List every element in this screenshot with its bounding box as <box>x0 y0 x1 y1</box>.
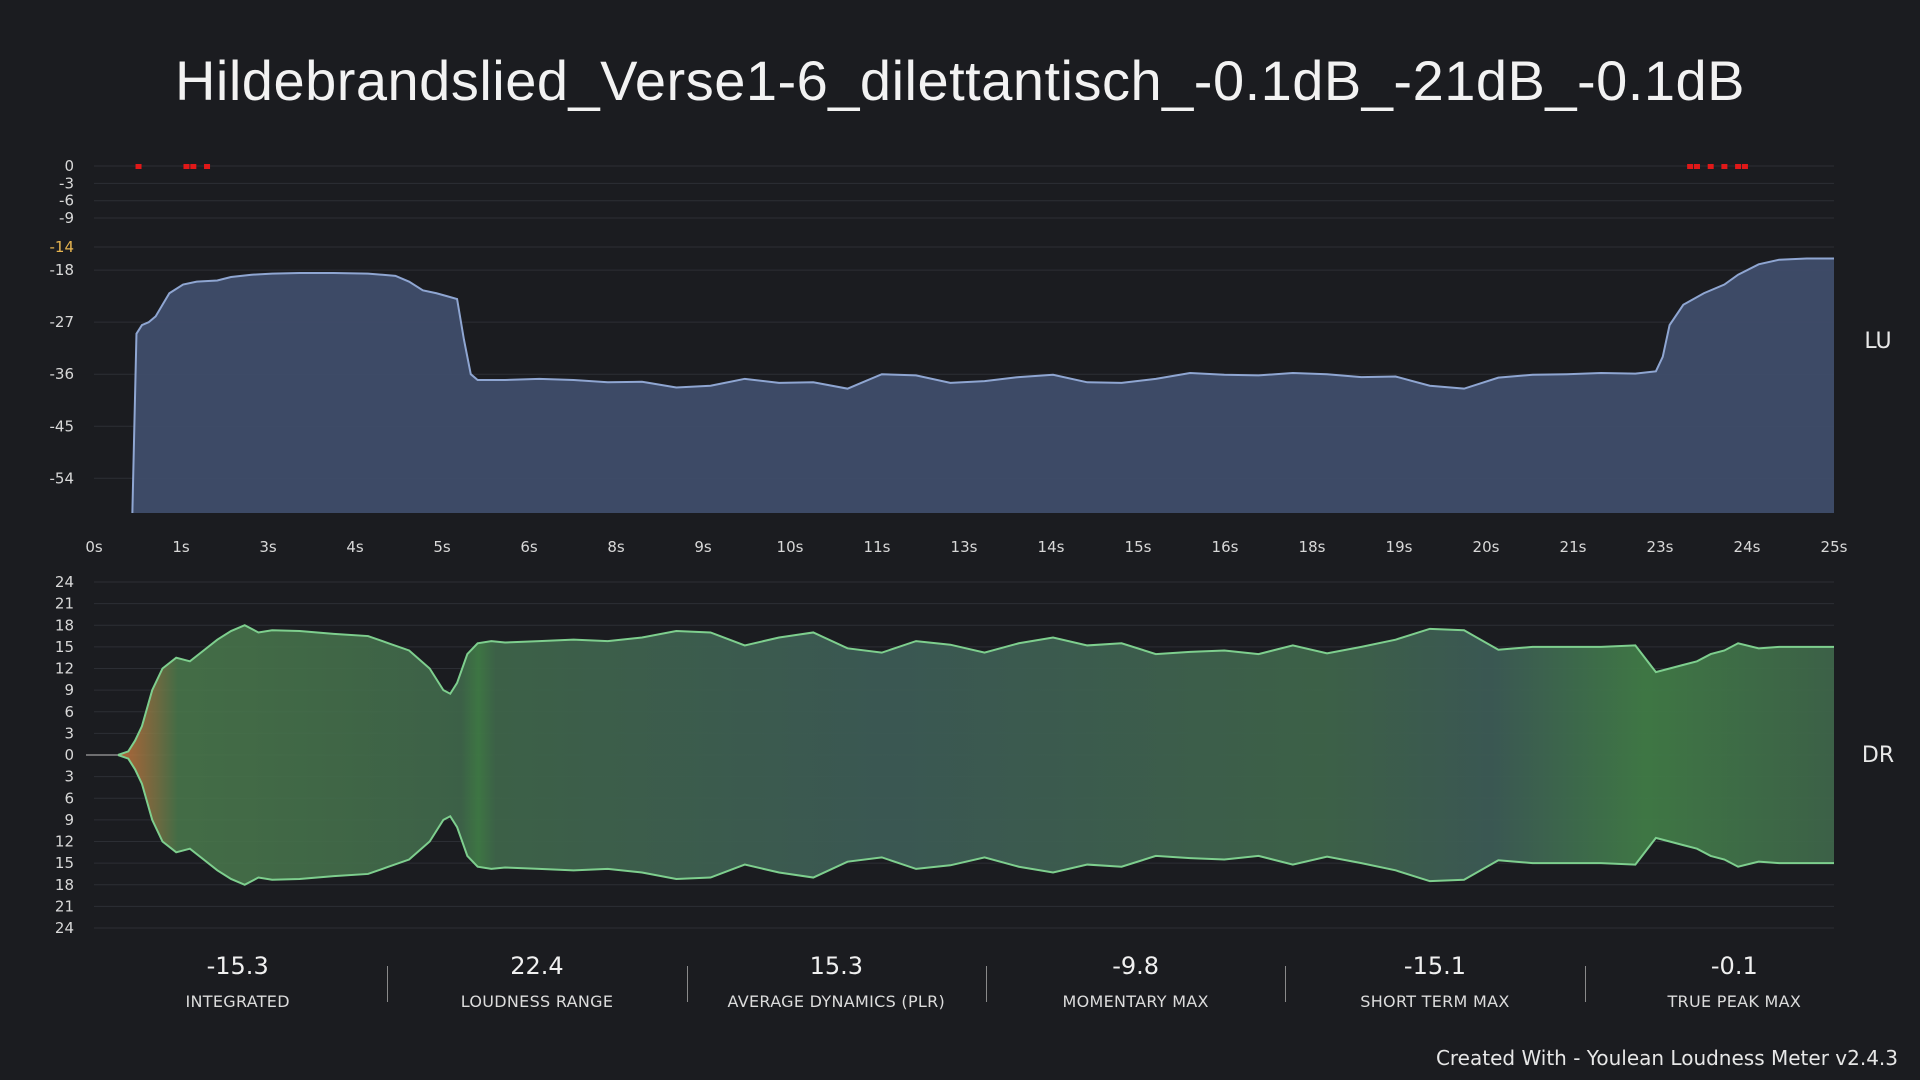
stat-value: 22.4 <box>510 952 564 980</box>
x-tick-label: 20s <box>1473 538 1500 556</box>
y-tick-label: 0 <box>64 746 74 764</box>
dr-upper-line <box>117 624 1834 756</box>
time-axis-ticks: 0s 1s 3s 4s 5s 6s 8s 9s 10s 11s 13s 14s 15s 16s 18s 19s… <box>85 538 1847 556</box>
y-tick-label: -36 <box>50 365 75 383</box>
stat-value: -0.1 <box>1710 952 1758 980</box>
true-peak-marker <box>1741 164 1748 169</box>
stat-label: AVERAGE DYNAMICS (PLR) <box>727 992 946 1011</box>
stat-label: MOMENTARY MAX <box>1062 992 1209 1011</box>
x-tick-label: 16s <box>1212 538 1239 556</box>
y-tick-label: 12 <box>55 833 74 851</box>
y-tick-label: 6 <box>64 703 74 721</box>
true-peak-marker <box>1721 164 1728 169</box>
true-peak-marker <box>1707 164 1714 169</box>
true-peak-marker <box>190 164 197 169</box>
loudness-area <box>131 257 1835 514</box>
y-tick-label: 3 <box>64 768 74 786</box>
stat-average-dynamics-plr: 15.3 AVERAGE DYNAMICS (PLR) <box>686 952 986 1022</box>
dr-lower-line <box>117 754 1834 886</box>
y-tick-label: -3 <box>59 174 74 192</box>
stat-integrated: -15.3 INTEGRATED <box>88 952 387 1022</box>
x-tick-label: 19s <box>1386 538 1413 556</box>
y-tick-label: -14 <box>50 238 75 256</box>
y-tick-label: 24 <box>55 919 74 937</box>
dr-area <box>86 624 1835 886</box>
stat-value: -9.8 <box>1112 952 1160 980</box>
x-tick-label: 4s <box>346 538 364 556</box>
y-tick-label: 18 <box>55 876 74 894</box>
loudness-area-fill <box>132 258 1835 513</box>
footer-credit: Created With - Youlean Loudness Meter v2… <box>1435 1046 1898 1070</box>
loudness-line <box>131 257 1834 514</box>
x-tick-label: 8s <box>607 538 625 556</box>
x-tick-label: 13s <box>951 538 978 556</box>
stat-loudness-range: 22.4 LOUDNESS RANGE <box>387 952 686 1022</box>
stat-value: -15.3 <box>206 952 269 980</box>
x-tick-label: 11s <box>864 538 891 556</box>
y-tick-label: 18 <box>55 616 74 634</box>
true-peak-marker <box>204 164 211 169</box>
y-tick-label: 15 <box>55 638 74 656</box>
y-tick-label: 0 <box>64 157 74 175</box>
x-tick-label: 24s <box>1734 538 1761 556</box>
x-tick-label: 14s <box>1038 538 1065 556</box>
y-tick-label: 6 <box>64 789 74 807</box>
x-tick-label: 23s <box>1647 538 1674 556</box>
stat-true-peak-max: -0.1 TRUE PEAK MAX <box>1584 952 1884 1022</box>
y-tick-label: -27 <box>50 313 75 331</box>
true-peak-marker <box>135 164 142 169</box>
x-tick-label: 6s <box>520 538 538 556</box>
stat-value: 15.3 <box>809 952 864 980</box>
y-tick-label: -54 <box>50 469 75 487</box>
y-tick-label: 24 <box>55 573 74 591</box>
y-tick-label: 9 <box>64 681 74 699</box>
true-peak-marker <box>1735 164 1742 169</box>
stat-short-term-max: -15.1 SHORT TERM MAX <box>1285 952 1584 1022</box>
y-tick-label: -6 <box>59 192 74 210</box>
y-tick-label: 21 <box>55 595 74 613</box>
x-tick-label: 1s <box>172 538 190 556</box>
x-tick-label: 9s <box>694 538 712 556</box>
dr-y-ticks: 24 21 18 15 12 9 6 3 0 3 6 9 12 15 18 21 24 <box>55 573 74 937</box>
lu-side-label: LU <box>1864 329 1891 354</box>
y-tick-label: -18 <box>50 261 75 279</box>
x-tick-label: 10s <box>777 538 804 556</box>
stats-bar: -15.3 INTEGRATED 22.4 LOUDNESS RANGE 15.3 AVE… <box>88 952 1884 1022</box>
y-tick-label: -9 <box>59 209 74 227</box>
true-peak-marker <box>1687 164 1694 169</box>
y-tick-label: 15 <box>55 854 74 872</box>
x-tick-label: 18s <box>1299 538 1326 556</box>
y-tick-label: -45 <box>50 417 75 435</box>
stat-value: -15.1 <box>1403 952 1467 980</box>
true-peak-markers <box>135 164 1748 169</box>
y-tick-label: 21 <box>55 897 74 915</box>
stat-label: INTEGRATED <box>185 992 290 1011</box>
true-peak-marker <box>1693 164 1700 169</box>
x-tick-label: 25s <box>1821 538 1848 556</box>
x-tick-label: 15s <box>1125 538 1152 556</box>
stat-momentary-max: -9.8 MOMENTARY MAX <box>985 952 1285 1022</box>
dr-area-fill <box>117 625 1835 885</box>
x-tick-label: 0s <box>85 538 103 556</box>
stat-label: TRUE PEAK MAX <box>1667 992 1802 1011</box>
stat-label: LOUDNESS RANGE <box>460 992 614 1011</box>
y-tick-label: 3 <box>64 724 74 742</box>
stat-label: SHORT TERM MAX <box>1360 992 1510 1011</box>
dr-side-label: DR <box>1862 743 1894 768</box>
true-peak-marker <box>183 164 190 169</box>
x-tick-label: 3s <box>259 538 277 556</box>
loudness-y-ticks: 0-3-6-9 -14 -18 -27 -36 -45 -54 <box>50 157 75 487</box>
y-tick-label: 12 <box>55 660 74 678</box>
x-tick-label: 5s <box>433 538 451 556</box>
y-tick-label: 9 <box>64 811 74 829</box>
x-tick-label: 21s <box>1560 538 1587 556</box>
chart-title: Hildebrandslied_Verse1-6_dilettantisch_-… <box>174 49 1745 112</box>
